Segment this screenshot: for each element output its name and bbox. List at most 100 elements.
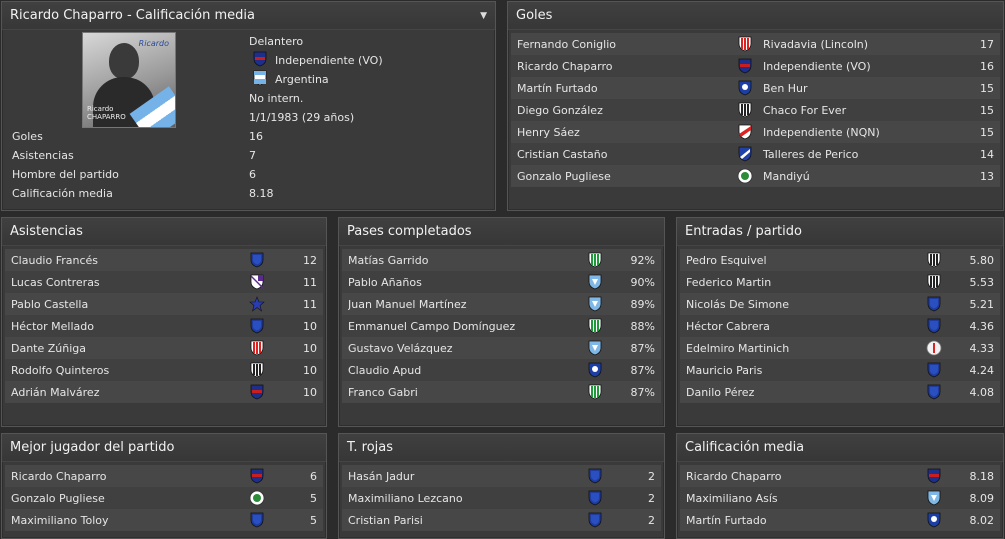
black-white-stripes-crest xyxy=(249,362,265,378)
list-row[interactable]: Cristian Parisi 2 xyxy=(342,509,661,531)
list-row[interactable]: Federico Martin 5.53 xyxy=(680,271,1000,293)
player-name[interactable]: Maximiliano Asís xyxy=(686,491,778,505)
list-row[interactable]: Hasán Jadur 2 xyxy=(342,465,661,487)
club-name[interactable]: Chaco For Ever xyxy=(763,103,847,117)
player-name[interactable]: Henry Sáez xyxy=(517,125,580,139)
stat-value: 4.08 xyxy=(969,385,995,399)
player-name[interactable]: Ricardo Chaparro xyxy=(686,469,782,483)
player-name[interactable]: Gonzalo Pugliese xyxy=(11,491,105,505)
player-name[interactable]: Gustavo Velázquez xyxy=(348,341,453,355)
player-name[interactable]: Rodolfo Quinteros xyxy=(11,363,110,377)
list-row[interactable]: Matías Garrido 92% xyxy=(342,249,661,271)
player-name[interactable]: Juan Manuel Martínez xyxy=(348,297,467,311)
list-row[interactable]: Edelmiro Martinich 4.33 xyxy=(680,337,1000,359)
club-name[interactable]: Independiente (VO) xyxy=(763,59,871,73)
stat-goles: Goles 16 xyxy=(12,130,263,143)
list-row[interactable]: Pablo Castella 11 xyxy=(5,293,323,315)
player-name[interactable]: Fernando Coniglio xyxy=(517,37,616,51)
profile-panel-header[interactable]: Ricardo Chaparro - Calificación media ▼ xyxy=(2,2,495,30)
player-name[interactable]: Gonzalo Pugliese xyxy=(517,169,611,183)
player-club[interactable]: Independiente (VO) xyxy=(275,54,383,67)
player-name[interactable]: Ricardo Chaparro xyxy=(11,469,107,483)
dropdown-arrow-icon[interactable]: ▼ xyxy=(480,10,487,21)
player-name[interactable]: Maximiliano Lezcano xyxy=(348,491,463,505)
list-row[interactable]: Gonzalo Pugliese Mandiyú 13 xyxy=(511,165,1000,187)
stat-value: 11 xyxy=(303,275,317,289)
list-row[interactable]: Pablo Añaños 90% xyxy=(342,271,661,293)
player-name[interactable]: Federico Martin xyxy=(686,275,772,289)
blue-white-crest xyxy=(587,362,603,378)
player-name[interactable]: Pedro Esquivel xyxy=(686,253,767,267)
player-name[interactable]: Edelmiro Martinich xyxy=(686,341,790,355)
player-name[interactable]: Pablo Castella xyxy=(11,297,89,311)
list-row[interactable]: Maximiliano Asís 8.09 xyxy=(680,487,1000,509)
club-name[interactable]: Ben Hur xyxy=(763,81,808,95)
list-row[interactable]: Gonzalo Pugliese 5 xyxy=(5,487,323,509)
list-row[interactable]: Nicolás De Simone 5.21 xyxy=(680,293,1000,315)
player-name[interactable]: Cristian Castaño xyxy=(517,147,608,161)
player-name[interactable]: Hasán Jadur xyxy=(348,469,415,483)
list-row[interactable]: Héctor Mellado 10 xyxy=(5,315,323,337)
list-row[interactable]: Claudio Apud 87% xyxy=(342,359,661,381)
list-row[interactable]: Ricardo Chaparro Independiente (VO) 16 xyxy=(511,55,1000,77)
player-name[interactable]: Matías Garrido xyxy=(348,253,429,267)
list-row[interactable]: Ricardo Chaparro 6 xyxy=(5,465,323,487)
player-name[interactable]: Diego González xyxy=(517,103,603,117)
red-blue-crest xyxy=(253,51,267,70)
goles-panel: Goles Fernando Coniglio Rivadavia (Lincol… xyxy=(507,1,1004,211)
list-row[interactable]: Cristian Castaño Talleres de Perico 14 xyxy=(511,143,1000,165)
club-name[interactable]: Independiente (NQN) xyxy=(763,125,880,139)
stat-asistencias: Asistencias 7 xyxy=(12,149,256,162)
list-row[interactable]: Ricardo Chaparro 8.18 xyxy=(680,465,1000,487)
player-name[interactable]: Maximiliano Toloy xyxy=(11,513,109,527)
list-row[interactable]: Rodolfo Quinteros 10 xyxy=(5,359,323,381)
player-name[interactable]: Claudio Francés xyxy=(11,253,99,267)
list-row[interactable]: Claudio Francés 12 xyxy=(5,249,323,271)
list-row[interactable]: Martín Furtado Ben Hur 15 xyxy=(511,77,1000,99)
list-row[interactable]: Maximiliano Toloy 5 xyxy=(5,509,323,531)
player-name[interactable]: Pablo Añaños xyxy=(348,275,422,289)
list-row[interactable]: Juan Manuel Martínez 89% xyxy=(342,293,661,315)
list-row[interactable]: Martín Furtado 8.02 xyxy=(680,509,1000,531)
player-name[interactable]: Martín Furtado xyxy=(686,513,767,527)
list-row[interactable]: Dante Zúñiga 10 xyxy=(5,337,323,359)
player-name[interactable]: Dante Zúñiga xyxy=(11,341,87,355)
list-row[interactable]: Diego González Chaco For Ever 15 xyxy=(511,99,1000,121)
stat-value: 88% xyxy=(630,319,655,333)
list-row[interactable]: Lucas Contreras 11 xyxy=(5,271,323,293)
list-row[interactable]: Pedro Esquivel 5.80 xyxy=(680,249,1000,271)
green-white-stripes-crest xyxy=(587,318,603,334)
player-name[interactable]: Mauricio Paris xyxy=(686,363,763,377)
list-row[interactable]: Danilo Pérez 4.08 xyxy=(680,381,1000,403)
list-row[interactable]: Gustavo Velázquez 87% xyxy=(342,337,661,359)
player-name[interactable]: Franco Gabri xyxy=(348,385,418,399)
club-name[interactable]: Rivadavia (Lincoln) xyxy=(763,37,869,51)
player-name[interactable]: Lucas Contreras xyxy=(11,275,100,289)
list-row[interactable]: Maximiliano Lezcano 2 xyxy=(342,487,661,509)
player-name[interactable]: Martín Furtado xyxy=(517,81,598,95)
list-row[interactable]: Henry Sáez Independiente (NQN) 15 xyxy=(511,121,1000,143)
light-blue-crest xyxy=(587,296,603,312)
player-name[interactable]: Nicolás De Simone xyxy=(686,297,790,311)
player-nation[interactable]: Argentina xyxy=(275,73,329,86)
club-name[interactable]: Mandiyú xyxy=(763,169,810,183)
list-row[interactable]: Héctor Cabrera 4.36 xyxy=(680,315,1000,337)
player-name[interactable]: Ricardo Chaparro xyxy=(517,59,613,73)
list-row[interactable]: Mauricio Paris 4.24 xyxy=(680,359,1000,381)
list-row[interactable]: Franco Gabri 87% xyxy=(342,381,661,403)
player-nation-line[interactable]: Argentina xyxy=(249,70,329,89)
player-name[interactable]: Héctor Mellado xyxy=(11,319,94,333)
list-row[interactable]: Fernando Coniglio Rivadavia (Lincoln) 17 xyxy=(511,33,1000,55)
stat-value: 92% xyxy=(630,253,655,267)
player-name[interactable]: Héctor Cabrera xyxy=(686,319,770,333)
list-row[interactable]: Emmanuel Campo Domínguez 88% xyxy=(342,315,661,337)
pases-title: Pases completados xyxy=(347,224,472,239)
player-name[interactable]: Adrián Malvárez xyxy=(11,385,100,399)
club-name[interactable]: Talleres de Perico xyxy=(763,147,859,161)
player-name[interactable]: Emmanuel Campo Domínguez xyxy=(348,319,516,333)
player-name[interactable]: Claudio Apud xyxy=(348,363,422,377)
player-club-line[interactable]: Independiente (VO) xyxy=(249,51,383,70)
player-name[interactable]: Cristian Parisi xyxy=(348,513,423,527)
list-row[interactable]: Adrián Malvárez 10 xyxy=(5,381,323,403)
player-name[interactable]: Danilo Pérez xyxy=(686,385,755,399)
